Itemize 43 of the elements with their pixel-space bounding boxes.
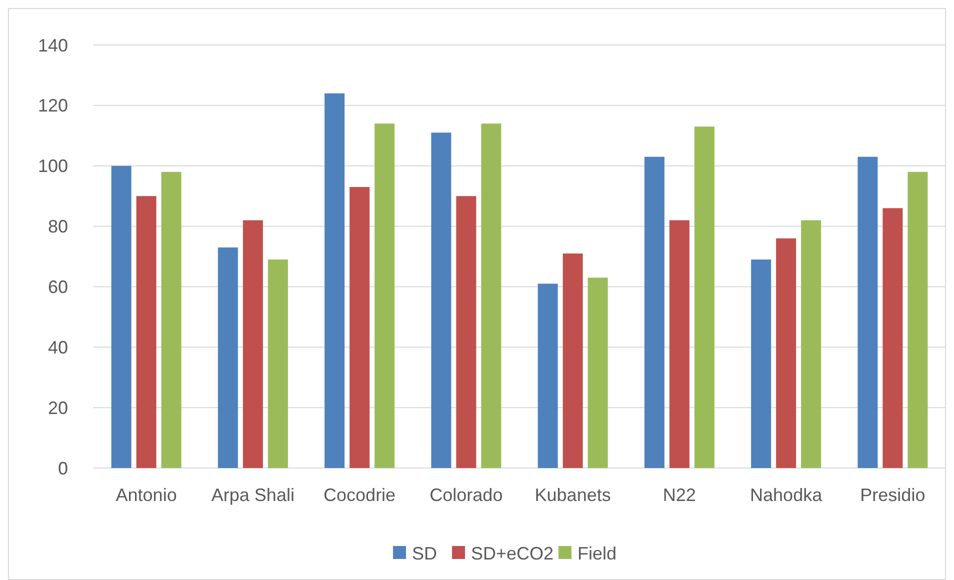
bar <box>431 132 452 468</box>
bar <box>374 124 395 468</box>
bar <box>588 278 608 468</box>
bar <box>669 220 690 468</box>
bar <box>268 260 288 468</box>
bar <box>562 253 583 468</box>
bar <box>858 156 878 468</box>
legend-label: SD+eCO2 <box>471 543 554 564</box>
bar <box>161 172 182 468</box>
x-tick-label: Antonio <box>116 485 177 505</box>
bar <box>751 260 772 468</box>
x-tick-label: Cocodrie <box>324 485 396 505</box>
y-tick-label: 40 <box>48 337 68 358</box>
bar <box>694 126 714 468</box>
x-tick-label: Kubanets <box>534 485 611 505</box>
bar <box>481 124 502 468</box>
bar <box>882 208 903 468</box>
bar <box>218 247 238 468</box>
x-tick-label: N22 <box>662 485 696 505</box>
bar <box>350 187 370 468</box>
y-tick-label: 100 <box>38 156 68 176</box>
x-tick-label: Presidio <box>860 485 926 505</box>
y-tick-label: 120 <box>38 96 68 116</box>
bar <box>324 93 345 468</box>
y-tick-label: 0 <box>58 458 68 478</box>
bar <box>776 238 796 468</box>
y-tick-label: 20 <box>48 398 68 418</box>
bar <box>908 172 928 468</box>
bar <box>538 284 558 468</box>
x-tick-label: Colorado <box>430 485 503 505</box>
y-tick-label: 80 <box>48 216 68 237</box>
x-tick-label: Arpa Shali <box>211 485 294 505</box>
bar <box>456 196 476 468</box>
legend-label: Field <box>578 543 617 564</box>
bar <box>136 196 156 468</box>
x-tick-label: Nahodka <box>750 485 824 505</box>
y-tick-label: 140 <box>38 35 68 56</box>
legend-label: SD <box>412 543 438 564</box>
bar <box>242 220 263 468</box>
bar <box>644 156 664 468</box>
y-tick-label: 60 <box>48 277 68 298</box>
bar <box>801 220 822 468</box>
bar <box>111 166 132 468</box>
